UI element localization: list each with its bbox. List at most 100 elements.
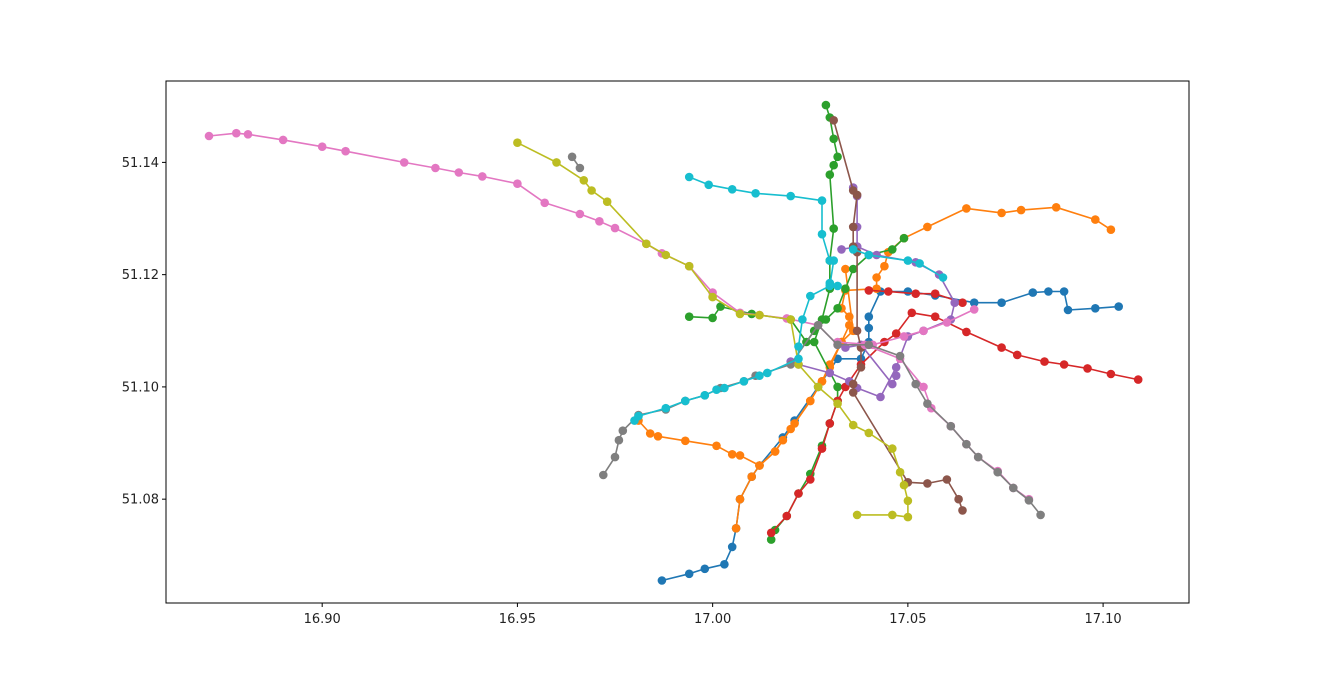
data-point (1051, 203, 1061, 212)
data-point (763, 368, 772, 378)
x-tick-label: 16.95 (499, 612, 536, 627)
data-point (341, 146, 350, 156)
data-point (786, 360, 795, 369)
data-point (825, 256, 835, 265)
data-point (833, 281, 842, 291)
data-point (856, 363, 866, 372)
data-point (1028, 288, 1038, 297)
data-point (825, 170, 835, 179)
data-point (833, 304, 842, 313)
data-point (1091, 215, 1100, 224)
data-point (513, 179, 522, 188)
series-6 (864, 286, 967, 308)
data-point (454, 168, 464, 177)
data-point (829, 134, 838, 144)
data-point (903, 287, 913, 296)
data-point (864, 428, 874, 438)
data-point (735, 309, 745, 319)
data-point (794, 489, 803, 498)
data-point (661, 250, 671, 260)
data-point (895, 467, 905, 477)
data-point (880, 261, 889, 271)
data-point (716, 302, 725, 311)
data-point (919, 382, 928, 392)
series-layer (204, 100, 1143, 585)
data-point (911, 379, 920, 389)
data-point (829, 224, 838, 233)
data-point (938, 273, 948, 282)
data-point (599, 470, 608, 480)
data-point (813, 320, 823, 330)
data-point (813, 382, 823, 392)
x-tick-label: 17.00 (694, 612, 731, 627)
data-point (317, 142, 327, 151)
data-point (973, 452, 983, 462)
data-point (708, 292, 717, 302)
x-axis: 16.90 16.95 17.00 17.05 17.10 (304, 603, 1122, 627)
data-point (915, 259, 924, 268)
data-point (954, 494, 963, 504)
data-point (942, 475, 952, 484)
data-point (1059, 360, 1069, 369)
data-point (575, 209, 585, 219)
data-point (829, 160, 838, 170)
data-point (739, 377, 749, 386)
data-point (478, 172, 487, 181)
y-tick-label: 51.12 (122, 268, 159, 283)
data-point (232, 128, 241, 138)
data-point (1133, 375, 1143, 384)
data-point (817, 196, 827, 205)
data-point (720, 560, 729, 569)
data-point (848, 379, 858, 389)
series-16 (630, 172, 838, 425)
plot-frame (165, 80, 1190, 604)
x-tick-label: 17.05 (889, 612, 926, 627)
data-point (895, 351, 905, 361)
data-point (809, 337, 819, 347)
series-18 (825, 278, 842, 291)
data-point (825, 278, 835, 288)
data-point (278, 135, 288, 145)
data-point (825, 419, 835, 428)
data-point (891, 329, 901, 338)
data-point (712, 441, 721, 451)
data-point (1044, 287, 1053, 296)
data-point (1063, 305, 1073, 315)
y-tick-label: 51.14 (122, 156, 159, 171)
data-point (911, 289, 920, 299)
series-17 (848, 245, 948, 282)
data-point (833, 340, 842, 350)
data-point (899, 480, 909, 490)
data-point (997, 208, 1006, 218)
data-point (903, 256, 913, 265)
data-point (681, 436, 690, 446)
data-point (806, 396, 815, 406)
data-point (720, 383, 729, 393)
series-5 (766, 308, 1143, 538)
y-tick-label: 51.08 (122, 493, 159, 508)
data-point (872, 273, 881, 282)
data-point (727, 542, 737, 552)
data-point (888, 510, 897, 520)
data-point (684, 569, 694, 579)
data-point (786, 315, 795, 324)
data-point (747, 472, 756, 482)
data-point (751, 189, 760, 198)
data-point (864, 312, 874, 322)
data-point (1012, 350, 1022, 360)
data-point (1009, 483, 1018, 493)
series-line (845, 343, 897, 385)
data-point (833, 382, 842, 392)
data-point (540, 198, 549, 208)
series-14 (567, 152, 585, 173)
data-point (848, 264, 858, 274)
x-tick-label: 16.90 (304, 612, 341, 627)
data-point (958, 506, 967, 515)
data-point (794, 342, 803, 351)
data-point (731, 524, 741, 533)
series-line (832, 120, 964, 511)
data-point (399, 158, 409, 167)
data-point (888, 444, 897, 453)
x-tick-label: 17.10 (1084, 612, 1121, 627)
